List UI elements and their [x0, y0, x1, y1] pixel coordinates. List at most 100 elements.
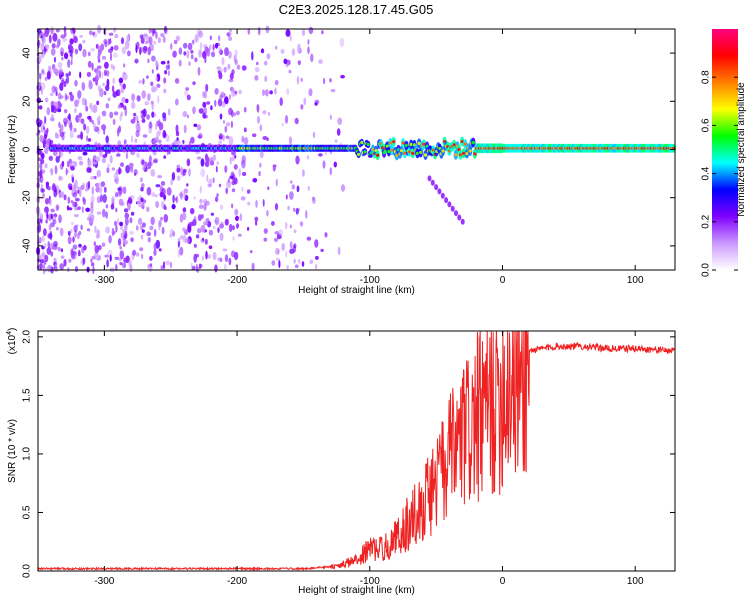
noise-cell: [241, 65, 247, 71]
noise-cell: [38, 237, 43, 243]
noise-cell: [186, 50, 190, 59]
noise-cell: [46, 212, 49, 220]
noise-cell: [65, 95, 69, 100]
y-tick-label: -40: [22, 238, 33, 253]
carrier-core-cell: [415, 151, 420, 155]
noise-cell: [180, 166, 184, 176]
noise-cell: [163, 155, 167, 159]
noise-cell: [120, 225, 124, 230]
spectrogram-x-axis-label: Height of straight line (km): [298, 285, 415, 296]
noise-cell: [121, 96, 126, 103]
noise-cell: [299, 221, 304, 227]
noise-cell: [160, 60, 166, 65]
noise-cell: [38, 54, 42, 63]
noise-cell: [205, 250, 208, 260]
noise-cell: [198, 49, 202, 58]
y-tick-label: 20: [22, 95, 33, 107]
noise-cell: [262, 136, 268, 140]
noise-cell: [281, 122, 284, 127]
noise-cell: [150, 216, 155, 226]
noise-cell: [146, 114, 151, 120]
noise-cell: [80, 131, 83, 140]
noise-cell: [231, 150, 236, 156]
noise-cell: [70, 200, 74, 204]
noise-cell: [296, 185, 300, 193]
snr-scale-exponent: 4: [6, 331, 13, 335]
snr-x-axis-label: Height of straight line (km): [298, 585, 415, 596]
noise-cell: [286, 265, 289, 270]
noise-cell: [50, 208, 55, 213]
noise-cell: [87, 60, 92, 68]
noise-cell: [153, 243, 157, 251]
noise-cell: [55, 155, 60, 163]
snr-y-axis-label: SNR (10 * v/v): [7, 419, 18, 483]
noise-cell: [263, 228, 268, 234]
noise-cell: [79, 189, 82, 197]
noise-cell: [90, 195, 95, 204]
noise-cell: [60, 248, 64, 253]
noise-cell: [190, 54, 194, 60]
noise-cell: [120, 232, 124, 239]
noise-cell: [140, 234, 144, 240]
noise-cell: [267, 186, 270, 190]
noise-cell: [52, 245, 55, 250]
noise-cell: [39, 213, 44, 220]
noise-cell: [291, 48, 296, 56]
noise-cell: [78, 112, 83, 118]
noise-cell: [228, 223, 233, 232]
noise-cell: [236, 64, 241, 70]
noise-cell: [48, 34, 52, 44]
x-tick-label: -100: [360, 275, 380, 286]
noise-cell: [119, 250, 125, 260]
noise-cell: [101, 55, 107, 60]
noise-cell: [96, 169, 102, 178]
noise-cell: [137, 200, 142, 204]
noise-cell: [178, 47, 183, 55]
noise-cell: [320, 248, 324, 252]
colorbar-tick-label: 0.4: [701, 166, 712, 180]
noise-cell: [263, 237, 268, 242]
noise-cell: [211, 51, 215, 58]
noise-cell: [74, 80, 78, 87]
noise-cell: [53, 66, 58, 73]
noise-cell: [103, 129, 106, 136]
noise-cell: [121, 262, 126, 269]
noise-cell: [181, 212, 187, 221]
tail-cell: [430, 179, 435, 186]
snr-panel: -300 -200 -100 0 100 0.0 0.5 1.0 1.5 2.0 Height o…: [6, 328, 676, 596]
noise-cell: [231, 156, 236, 162]
noise-cell: [97, 245, 102, 251]
x-tick-label: -200: [227, 275, 247, 286]
noise-cell: [184, 90, 189, 97]
noise-cell: [148, 127, 153, 134]
noise-cell: [205, 83, 209, 92]
noise-cell: [124, 212, 130, 219]
noise-cell: [257, 26, 261, 36]
noise-cell: [130, 237, 134, 242]
noise-cell: [151, 111, 155, 118]
noise-cell: [193, 243, 197, 248]
noise-cell: [155, 184, 161, 188]
noise-cell: [200, 224, 206, 233]
noise-cell: [224, 165, 228, 173]
noise-cell: [255, 199, 258, 208]
noise-cell: [310, 53, 314, 63]
carrier-core-cell: [463, 142, 467, 146]
noise-cell: [141, 202, 145, 210]
carrier-core-cell: [454, 153, 458, 157]
noise-cell: [243, 137, 249, 145]
y-tick-label: 0: [22, 146, 33, 152]
colorbar-scale: [712, 29, 738, 270]
noise-cell: [158, 248, 162, 252]
noise-cell: [131, 93, 136, 102]
noise-cell: [262, 110, 267, 115]
noise-cell: [166, 187, 172, 196]
noise-cell: [176, 164, 181, 169]
noise-cell: [305, 210, 308, 219]
noise-cell: [153, 112, 157, 118]
noise-cell: [176, 140, 181, 145]
carrier-core-cell: [395, 153, 399, 157]
noise-cell: [50, 117, 55, 122]
noise-cell: [204, 56, 207, 64]
noise-cell: [284, 221, 288, 230]
